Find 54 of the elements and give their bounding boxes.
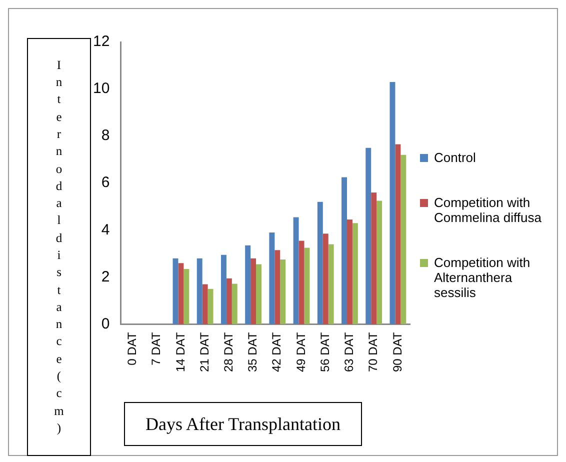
x-tick-label: 63 DAT	[342, 332, 356, 372]
bar	[226, 278, 232, 324]
y-tick-label: 0	[101, 315, 110, 332]
bar	[390, 82, 396, 324]
y-tick-label: 8	[101, 127, 110, 144]
bar	[274, 250, 280, 324]
bar	[322, 234, 328, 324]
y-tick-label: 2	[101, 268, 110, 286]
y-tick-label: 4	[101, 221, 110, 238]
bar	[220, 254, 226, 324]
bar	[196, 258, 202, 324]
legend-label: Competition with Commelina diffusa	[434, 195, 542, 225]
bar	[256, 264, 262, 324]
bar	[172, 258, 178, 324]
bar	[366, 148, 372, 324]
bar	[202, 284, 208, 324]
x-tick-label: 70 DAT	[366, 332, 380, 372]
legend-label: Control	[434, 150, 476, 165]
x-axis-title: Days After Transplantation	[124, 402, 362, 446]
text: Internodal distance (cm)	[54, 58, 64, 435]
bar	[280, 260, 286, 324]
bar	[208, 288, 214, 324]
x-tick-label: 35 DAT	[246, 332, 260, 372]
x-tick-label: 0 DAT	[125, 332, 140, 366]
bar	[184, 268, 190, 324]
bar	[304, 248, 310, 324]
bar	[232, 284, 238, 324]
x-tick-label: 14 DAT	[173, 332, 188, 372]
bar	[376, 200, 382, 324]
x-tick-label: 49 DAT	[294, 332, 308, 372]
bar	[352, 223, 358, 324]
bar	[269, 232, 275, 324]
x-tick-label: 21 DAT	[197, 332, 212, 372]
bar	[298, 240, 304, 324]
bar	[346, 220, 352, 324]
bar	[328, 244, 334, 324]
y-tick-label: 12	[92, 33, 110, 50]
x-tick-label: 42 DAT	[270, 332, 284, 372]
bar	[178, 263, 184, 324]
x-tick-label: 28 DAT	[221, 332, 236, 372]
bar	[250, 258, 256, 324]
y-tick-label: 6	[101, 174, 110, 192]
x-tick-label: 56 DAT	[318, 332, 332, 372]
legend-label: Competition with Alternanthera sessilis	[434, 255, 532, 300]
bar	[395, 144, 401, 324]
bar	[317, 202, 323, 324]
x-tick-label: 7 DAT	[149, 332, 164, 366]
x-tick-label: 90 DAT	[390, 332, 404, 372]
bar	[400, 154, 406, 324]
bar	[293, 217, 299, 324]
bar	[342, 177, 347, 324]
y-tick-label: 10	[92, 80, 110, 98]
bar	[371, 192, 377, 324]
bar	[245, 245, 251, 324]
